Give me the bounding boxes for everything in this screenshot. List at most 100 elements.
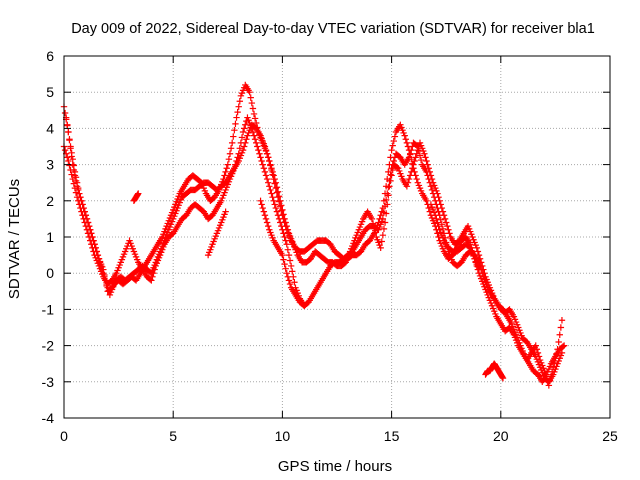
data-point — [281, 233, 288, 241]
data-point — [92, 244, 99, 252]
data-point — [422, 154, 429, 161]
data-point — [481, 270, 488, 277]
data-point — [479, 262, 486, 270]
data-point — [263, 219, 271, 226]
data-point — [410, 161, 417, 168]
data-point — [432, 212, 439, 219]
data-point — [271, 201, 278, 208]
data-point — [67, 166, 74, 174]
data-point — [541, 367, 548, 375]
data-point — [263, 175, 271, 183]
data-point — [269, 168, 276, 176]
data-point — [268, 165, 275, 172]
data-point — [547, 373, 555, 380]
data-point — [77, 193, 84, 201]
data-point — [555, 338, 562, 346]
x-tick-label: 15 — [384, 428, 400, 444]
data-point — [280, 211, 287, 218]
data-point — [279, 251, 286, 259]
data-point — [402, 136, 409, 143]
data-point — [261, 168, 269, 176]
data-point — [278, 202, 285, 209]
data-point — [425, 204, 432, 212]
data-point — [385, 192, 392, 199]
data-point — [91, 241, 98, 248]
data-point — [289, 268, 296, 275]
data-point — [248, 125, 256, 132]
data-point — [423, 157, 430, 165]
data-point — [70, 162, 78, 169]
data-point — [275, 193, 283, 200]
data-point — [437, 216, 444, 224]
chart-title: Day 009 of 2022, Sidereal Day-to-day VTE… — [71, 21, 595, 37]
data-point — [239, 128, 247, 136]
data-point — [69, 155, 76, 163]
data-point — [274, 188, 282, 195]
data-point — [290, 273, 297, 281]
data-point — [393, 164, 401, 171]
data-point — [85, 222, 93, 230]
data-point — [556, 331, 563, 338]
data-point — [197, 178, 204, 185]
data-point — [435, 222, 442, 230]
data-point — [225, 155, 233, 163]
data-point — [272, 184, 280, 192]
data-point — [68, 149, 75, 157]
data-point — [299, 301, 307, 309]
data-point — [100, 270, 107, 277]
data-point — [426, 208, 434, 215]
data-point — [99, 266, 106, 273]
data-point — [439, 208, 447, 215]
data-point — [227, 145, 235, 152]
data-point — [270, 172, 277, 179]
y-tick-label: 1 — [46, 229, 54, 245]
data-point — [258, 201, 265, 208]
data-point — [101, 273, 108, 281]
data-point — [82, 212, 90, 219]
data-point — [68, 171, 75, 178]
data-point — [88, 230, 95, 237]
data-point — [83, 215, 91, 223]
data-point — [425, 165, 432, 172]
data-point — [221, 172, 228, 179]
data-point — [239, 146, 247, 154]
data-point — [97, 262, 105, 270]
data-point — [280, 230, 287, 237]
data-point — [79, 201, 86, 208]
data-point — [341, 260, 348, 267]
data-point — [378, 238, 385, 245]
data-point — [237, 139, 245, 147]
data-point — [282, 219, 289, 226]
data-point — [475, 266, 483, 273]
data-point — [269, 193, 276, 201]
data-point — [391, 133, 399, 140]
data-point — [67, 143, 74, 150]
data-point — [282, 265, 289, 272]
data-point — [438, 221, 446, 228]
data-point — [277, 197, 284, 204]
data-point — [81, 208, 88, 215]
data-point — [65, 128, 72, 136]
data-point — [235, 150, 242, 157]
data-point — [265, 154, 272, 161]
data-point — [149, 273, 156, 281]
data-point — [233, 157, 240, 165]
data-point — [379, 204, 387, 212]
data-point — [254, 124, 261, 131]
data-point — [275, 215, 283, 223]
data-point — [235, 103, 242, 110]
data-point — [65, 157, 72, 165]
data-point — [381, 219, 389, 226]
data-point — [372, 229, 379, 236]
data-point — [69, 175, 76, 183]
data-point — [421, 150, 428, 157]
data-point — [94, 251, 102, 259]
data-point — [226, 150, 234, 157]
data-point — [416, 152, 424, 159]
data-point — [240, 143, 248, 150]
data-point — [234, 108, 241, 116]
data-point — [251, 136, 259, 143]
data-point — [73, 179, 81, 186]
data-point — [404, 143, 412, 150]
